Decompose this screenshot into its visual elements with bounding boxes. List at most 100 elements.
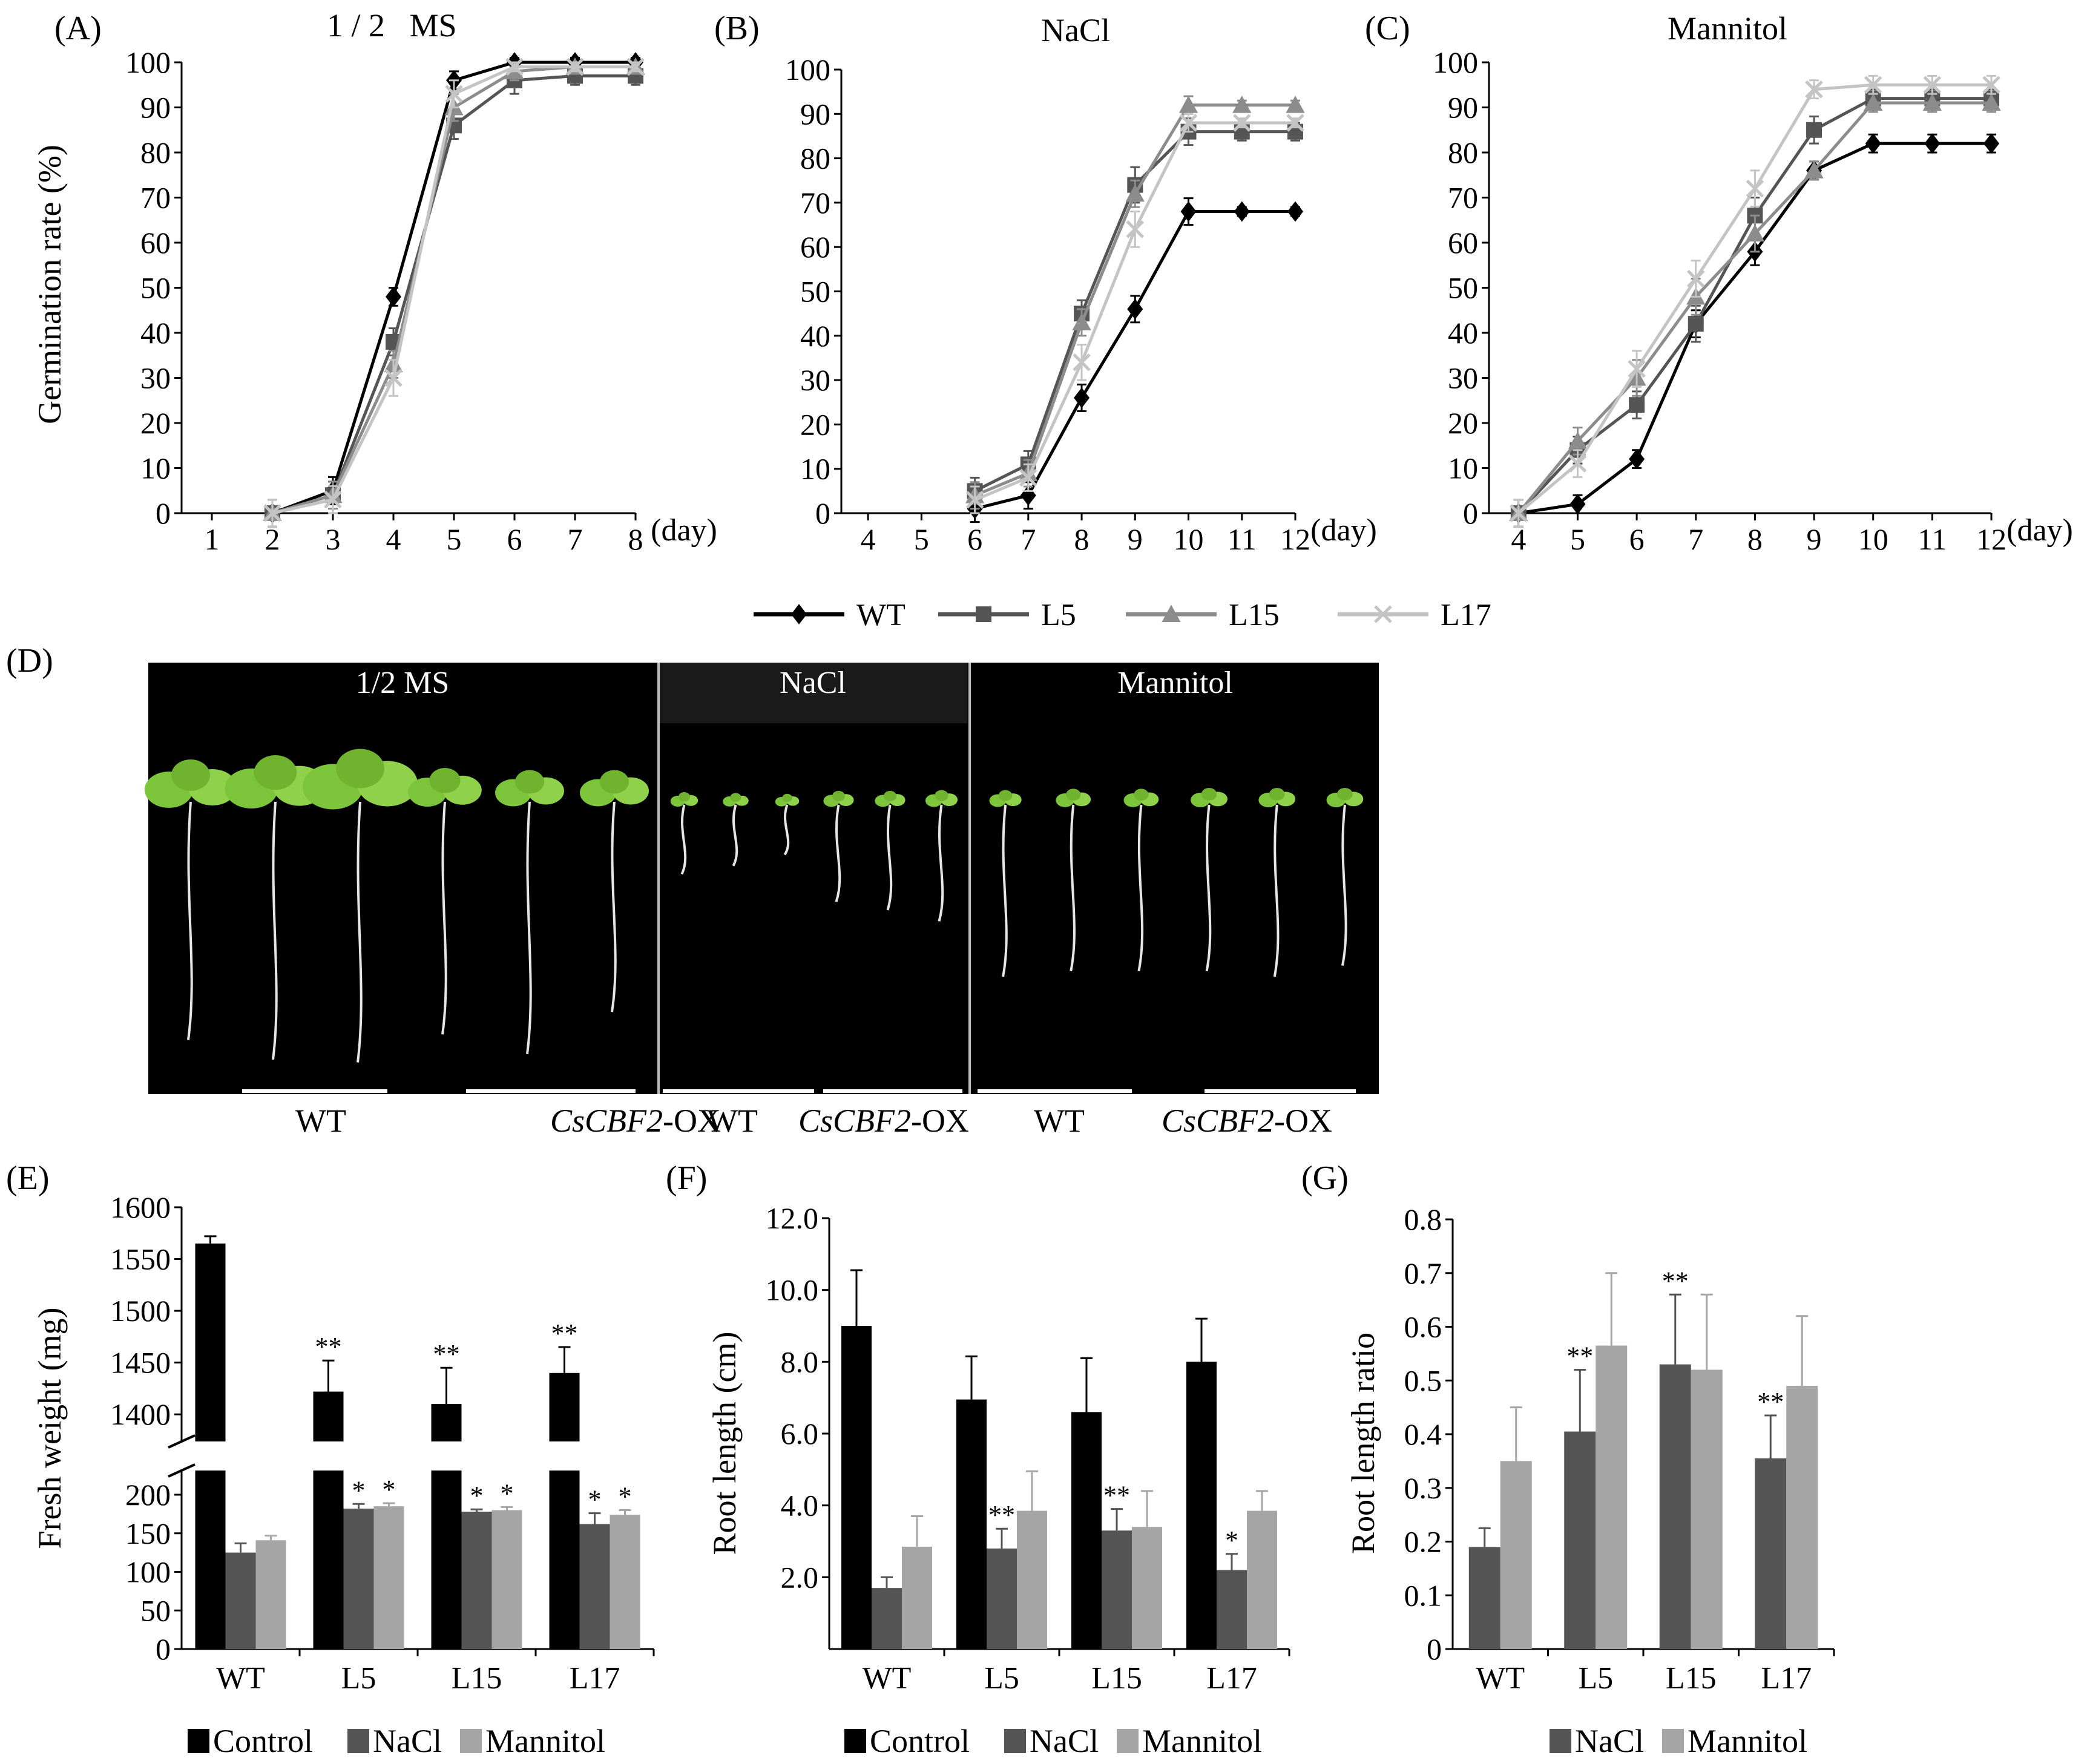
panel-e: (E) Fresh weight (mg) 0 50 100 150 200 1400 14… <box>6 1159 655 1759</box>
x-category-label: WT <box>863 1661 912 1696</box>
bar-nacl <box>1659 1364 1691 1649</box>
error-bar <box>588 1512 601 1524</box>
data-point-l17 <box>1805 80 1823 99</box>
legend-swatch-nacl <box>347 1729 369 1753</box>
bar-mannitol <box>610 1515 640 1649</box>
x-category-label: L15 <box>452 1661 502 1696</box>
legend-marker-l5 <box>976 606 991 622</box>
seedling-leaf <box>678 792 691 802</box>
significance-mark: ** <box>315 1332 342 1362</box>
y-tick-label: 8.0 <box>781 1345 819 1379</box>
data-point-l17 <box>505 57 524 76</box>
seedling-root <box>680 804 687 875</box>
data-point-l17 <box>1126 220 1145 238</box>
error-bar <box>501 1506 513 1510</box>
bar-nacl <box>1468 1547 1500 1649</box>
data-point-l17 <box>1746 179 1764 198</box>
y-tick-label: 0.1 <box>1404 1578 1442 1612</box>
bar-mannitol <box>373 1506 404 1649</box>
bar-control <box>549 1372 580 1441</box>
legend-swatch-control <box>844 1729 866 1753</box>
line-legend: WT L5 L15 L17 <box>754 598 1491 632</box>
error-bar <box>965 1355 978 1400</box>
legend-label-l5: L5 <box>1041 598 1076 632</box>
bar-nacl <box>872 1588 902 1649</box>
error-bar <box>1574 1369 1586 1432</box>
panel-f: (F) Root length (cm) 2.0 4.0 6.0 8.0 10.0 12.… <box>666 1159 1290 1759</box>
y-axis-label-g: Root length ratio <box>1345 1333 1381 1554</box>
legend-swatch-mannitol <box>1662 1729 1684 1753</box>
photo-caption-wt: WT <box>707 1103 758 1139</box>
x-tick-label: 10 <box>1174 522 1204 556</box>
legend-swatch-mannitol <box>1117 1729 1139 1753</box>
panel-label-b: (B) <box>714 10 760 47</box>
y-axis-label-e: Fresh weight (mg) <box>31 1308 68 1549</box>
bar-control <box>549 1471 580 1649</box>
panel-label-a: (A) <box>54 10 102 47</box>
data-point-l17 <box>324 490 342 509</box>
x-tick-label: 9 <box>1128 522 1143 556</box>
legend-label-mannitol: Mannitol <box>485 1723 605 1759</box>
bar-mannitol <box>1500 1461 1532 1649</box>
seedling-root <box>1273 804 1280 977</box>
legend-label-wt: WT <box>856 598 905 632</box>
error-bar <box>383 1502 395 1507</box>
seedling-leaf <box>935 790 948 801</box>
data-point-l17 <box>1286 114 1304 132</box>
x-tick-label: 10 <box>1858 522 1888 556</box>
y-axis-label-f: Root length (cm) <box>706 1332 743 1555</box>
y-tick-label: 90 <box>140 91 171 125</box>
error-bar <box>1700 1293 1713 1370</box>
error-bar <box>440 1366 453 1405</box>
seedling-leaf <box>1066 789 1081 801</box>
y-tick-label: 80 <box>140 136 171 169</box>
legend-swatch-mannitol <box>460 1729 482 1753</box>
error-bar <box>1256 1490 1268 1511</box>
error-bar <box>265 1535 277 1541</box>
error-bar <box>1195 1317 1208 1362</box>
data-point-l15 <box>1072 313 1091 330</box>
bar-control <box>313 1391 344 1441</box>
error-bar <box>1605 1272 1618 1346</box>
significance-mark: ** <box>1662 1266 1689 1296</box>
data-point-wt <box>1074 387 1090 408</box>
data-point-l17 <box>1923 76 1942 94</box>
x-tick-label: 11 <box>1918 522 1947 556</box>
bar-mannitol <box>491 1510 522 1649</box>
y-tick-label: 20 <box>800 407 830 441</box>
bar-control <box>841 1326 872 1649</box>
seedling-leaf <box>782 793 792 802</box>
bar-nacl <box>343 1508 374 1649</box>
y-tick-label: 1400 <box>110 1397 171 1431</box>
error-bar <box>558 1346 571 1373</box>
seedling-root <box>441 801 447 1035</box>
significance-mark: ** <box>1757 1387 1784 1417</box>
error-bar <box>322 1359 335 1392</box>
y-tick-label: 6.0 <box>781 1417 819 1451</box>
data-point-wt <box>1127 298 1143 320</box>
error-bar <box>996 1527 1008 1549</box>
error-bar <box>1796 1315 1809 1386</box>
x-category-label: WT <box>1476 1661 1525 1696</box>
y-tick-label: 70 <box>800 186 830 220</box>
chart-title-b: NaCl <box>1041 12 1110 48</box>
x-tick-label: 8 <box>628 522 643 556</box>
data-point-l17 <box>1019 468 1037 487</box>
legend-marker-wt <box>791 604 807 625</box>
seedling-root <box>1070 804 1076 972</box>
seedling-root <box>187 801 193 1040</box>
panel-label-f: (F) <box>666 1159 707 1197</box>
seedling-leaf <box>883 790 897 802</box>
x-tick-label: 4 <box>386 522 401 556</box>
y-tick-label: 0 <box>1463 496 1478 530</box>
data-point-l17 <box>1073 353 1091 372</box>
bar-mannitol <box>1247 1510 1277 1649</box>
y-tick-label: 0.5 <box>1404 1363 1442 1397</box>
y-tick-label: 0 <box>156 1632 171 1666</box>
x-tick-label: 9 <box>1807 522 1822 556</box>
photo-section-title: NaCl <box>780 666 846 700</box>
error-bar <box>1141 1490 1153 1527</box>
y-tick-label: 50 <box>1448 271 1478 305</box>
bar-mannitol <box>1596 1345 1628 1649</box>
axis-break-mark <box>168 1463 196 1478</box>
